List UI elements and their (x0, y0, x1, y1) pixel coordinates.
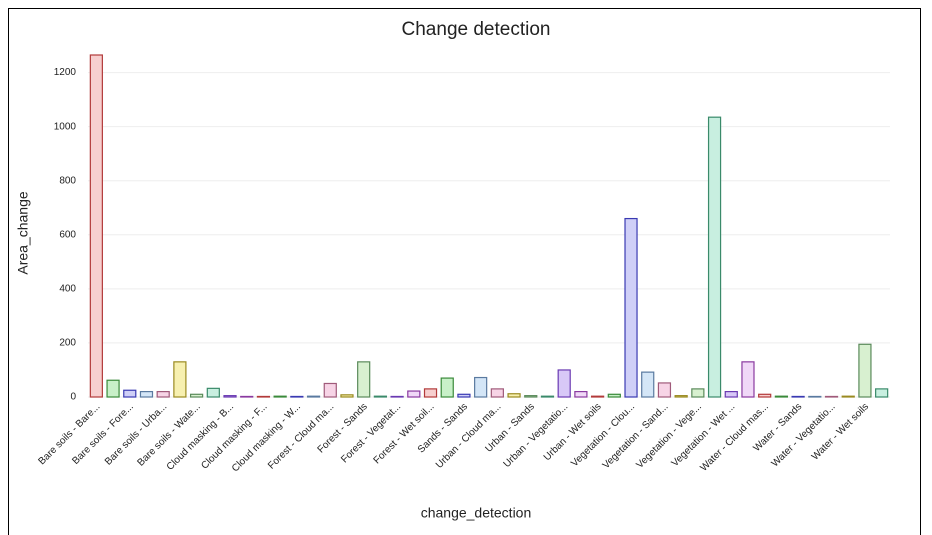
x-axis-label: change_detection (421, 505, 532, 521)
bar (123, 389, 137, 398)
y-tick-label: 1200 (54, 67, 77, 78)
bar (791, 395, 805, 398)
bar (189, 393, 204, 398)
bar (841, 395, 855, 398)
bar (407, 390, 421, 398)
bar (590, 395, 605, 398)
x-tick-label: Forest - Wet soil... (372, 401, 437, 466)
bar (707, 116, 722, 398)
bar (290, 395, 304, 398)
bar (741, 361, 755, 398)
bar (156, 390, 170, 398)
bar (858, 343, 872, 398)
x-tick-label: Vegetation - Wet ... (670, 401, 738, 469)
y-tick-label: 1000 (54, 121, 77, 132)
x-tick-label: Water - Wet soils (810, 401, 871, 462)
bar (540, 395, 555, 398)
bar (474, 376, 488, 398)
bar (390, 395, 404, 398)
bar (724, 390, 738, 398)
y-tick-label: 200 (59, 338, 76, 349)
x-tick-label: Bare soils - Bare... (37, 401, 103, 467)
bar (624, 217, 638, 398)
bar (89, 54, 103, 398)
bar (691, 388, 705, 398)
x-tick-label: Bare soils - Wate... (135, 401, 202, 468)
x-tick-label: Forest - Vegetat... (339, 401, 403, 465)
bar (139, 390, 154, 398)
bar (323, 382, 337, 398)
bar (457, 393, 471, 398)
bar (273, 395, 287, 398)
bar (557, 369, 571, 398)
bar (340, 394, 354, 398)
bar (223, 395, 237, 398)
bar (607, 393, 621, 398)
bar (306, 395, 321, 398)
x-tick-label: Urban - Vegetatio... (502, 401, 571, 470)
chart-title: Change detection (402, 19, 551, 40)
bar (507, 393, 521, 398)
bar (641, 371, 655, 398)
bar (758, 393, 772, 398)
bar (256, 395, 271, 398)
bar (875, 388, 889, 398)
y-tick-label: 600 (59, 229, 76, 240)
y-tick-label: 400 (59, 283, 76, 294)
bar (357, 361, 371, 398)
bar (774, 395, 789, 398)
x-tick-label: Bare soils - Urba... (103, 401, 169, 467)
bar (423, 388, 438, 398)
bar (808, 395, 822, 398)
x-tick-label: Urban - Wet soils (542, 401, 604, 463)
bar (524, 395, 538, 398)
y-axis-label: Area_change (15, 191, 31, 275)
bar (824, 395, 839, 398)
bar (574, 390, 588, 398)
bar (106, 379, 120, 398)
bar (173, 361, 187, 398)
bar (440, 377, 454, 398)
x-tick-label: Bare soils - Fore... (70, 401, 136, 467)
y-tick-label: 0 (70, 392, 76, 403)
bar (490, 388, 504, 398)
bar (657, 382, 672, 398)
bar (240, 395, 254, 398)
bar (206, 387, 220, 398)
bar (373, 395, 388, 398)
y-tick-label: 800 (59, 175, 76, 186)
bar (674, 395, 688, 398)
x-tick-label: Vegetation - Clou... (569, 401, 637, 469)
x-tick-label: Water - Vegetatio... (770, 401, 838, 469)
frame (8, 8, 921, 535)
